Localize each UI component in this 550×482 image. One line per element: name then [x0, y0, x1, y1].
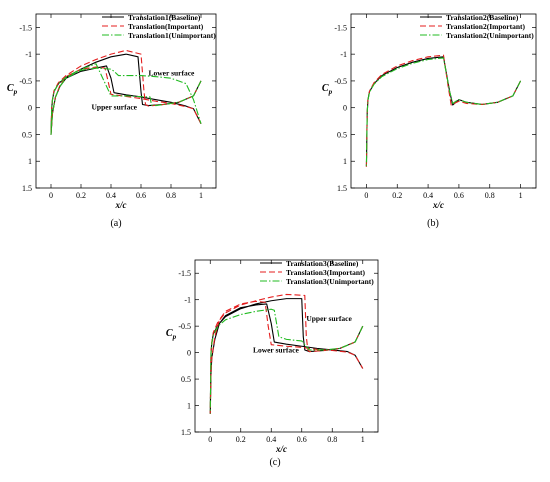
x-tick-label: 0.6: [136, 191, 146, 200]
legend-entry: Translation(Important): [128, 22, 204, 31]
panel-label: (a): [110, 218, 121, 229]
x-tick-label: 0.4: [266, 435, 276, 444]
x-tick-label: 0: [364, 191, 368, 200]
y-tick-label: 1.5: [181, 428, 191, 437]
chart-panel-1: 0 0.2 0.4 0.6 0.8 1 -1.5 -1 -0.5 0 0.5 1 1.5 x/c Cp Tra…: [7, 13, 217, 229]
legend: Translation3(Baseline)Translation3(Impor…: [260, 259, 374, 286]
panel-label: (c): [269, 457, 280, 468]
plot-frame: [350, 13, 537, 189]
chart-panel-3: 0 0.2 0.4 0.6 0.8 1 -1.5 -1 -0.5 0 0.5 1 1.5 x/c Cp Tra…: [166, 259, 379, 468]
y-tick-label: 0.5: [337, 130, 347, 139]
y-tick-label: -0.5: [178, 322, 191, 331]
y-tick-label: 1: [343, 157, 347, 166]
x-tick-label: 0.6: [454, 191, 464, 200]
series-line-1: [50, 53, 202, 136]
y-tick-label: 1: [187, 402, 191, 411]
x-tick-label: 0: [208, 435, 212, 444]
legend-entry: Translation2(Important): [446, 22, 526, 31]
annotation-label: Upper surface: [92, 102, 138, 111]
y-axis-label: Cp: [322, 83, 333, 96]
y-tick-label: 0: [187, 349, 191, 358]
y-tick-label: -1.5: [178, 269, 191, 278]
legend-entry: Translation1(Baseline): [128, 13, 201, 22]
legend-entry: Translation3(Unimportant): [286, 277, 374, 286]
series-line-3: [209, 308, 364, 414]
x-tick-label: 0.4: [423, 191, 433, 200]
annotation-label: Lower surface: [253, 346, 300, 355]
x-tick-label: 0: [49, 191, 53, 200]
y-tick-label: -1.5: [334, 23, 347, 32]
y-axis-label: Cp: [7, 83, 18, 96]
x-tick-label: 0.2: [236, 435, 246, 444]
x-tick-label: 0.8: [485, 191, 495, 200]
x-tick-label: 1: [519, 191, 523, 200]
y-tick-label: -1.5: [19, 23, 32, 32]
x-axis-label: x/c: [432, 200, 444, 210]
y-tick-label: -1: [25, 50, 32, 59]
y-tick-label: 0: [28, 104, 32, 113]
x-tick-label: 0.8: [327, 435, 337, 444]
annotation-label: Upper surface: [306, 314, 352, 323]
series-line-3: [365, 57, 522, 167]
series-line-3: [50, 63, 202, 136]
legend: Translation1(Baseline)Translation(Import…: [102, 13, 216, 40]
series-line-2: [365, 54, 522, 167]
x-axis-label: x/c: [275, 444, 287, 454]
legend-entry: Translation3(Important): [286, 268, 366, 277]
x-tick-label: 0.2: [76, 191, 86, 200]
y-tick-label: 1: [28, 157, 32, 166]
y-axis-label: Cp: [166, 328, 177, 341]
x-axis-label: x/c: [115, 200, 127, 210]
series-line-1: [365, 56, 522, 167]
legend-entry: Translation2(Baseline): [446, 13, 519, 22]
x-tick-label: 1: [199, 191, 203, 200]
y-tick-label: -0.5: [19, 77, 32, 86]
plot-frame: [35, 13, 217, 189]
y-tick-label: 0: [343, 104, 347, 113]
y-tick-label: -1: [184, 296, 191, 305]
series-line-2: [50, 49, 202, 136]
y-tick-label: -1: [340, 50, 347, 59]
x-tick-label: 0.4: [106, 191, 116, 200]
annotation-label: Lower surface: [149, 69, 196, 78]
y-tick-label: 1.5: [22, 184, 32, 193]
x-tick-label: 0.2: [392, 191, 402, 200]
y-tick-label: 1.5: [337, 184, 347, 193]
legend: Translation2(Baseline)Translation2(Impor…: [420, 13, 534, 40]
x-tick-label: 0.6: [297, 435, 307, 444]
legend-entry: Translation1(Unimportant): [128, 31, 216, 40]
x-tick-label: 0.8: [166, 191, 176, 200]
y-tick-label: 0.5: [22, 130, 32, 139]
legend-entry: Translation3(Baseline): [286, 259, 359, 268]
x-tick-label: 1: [361, 435, 365, 444]
legend-entry: Translation2(Unimportant): [446, 31, 534, 40]
y-tick-label: -0.5: [334, 77, 347, 86]
chart-panel-2: 0 0.2 0.4 0.6 0.8 1 -1.5 -1 -0.5 0 0.5 1 1.5 x/c Cp Tra…: [322, 13, 537, 229]
plot-frame: [194, 259, 379, 433]
y-tick-label: 0.5: [181, 375, 191, 384]
panel-label: (b): [427, 218, 439, 229]
